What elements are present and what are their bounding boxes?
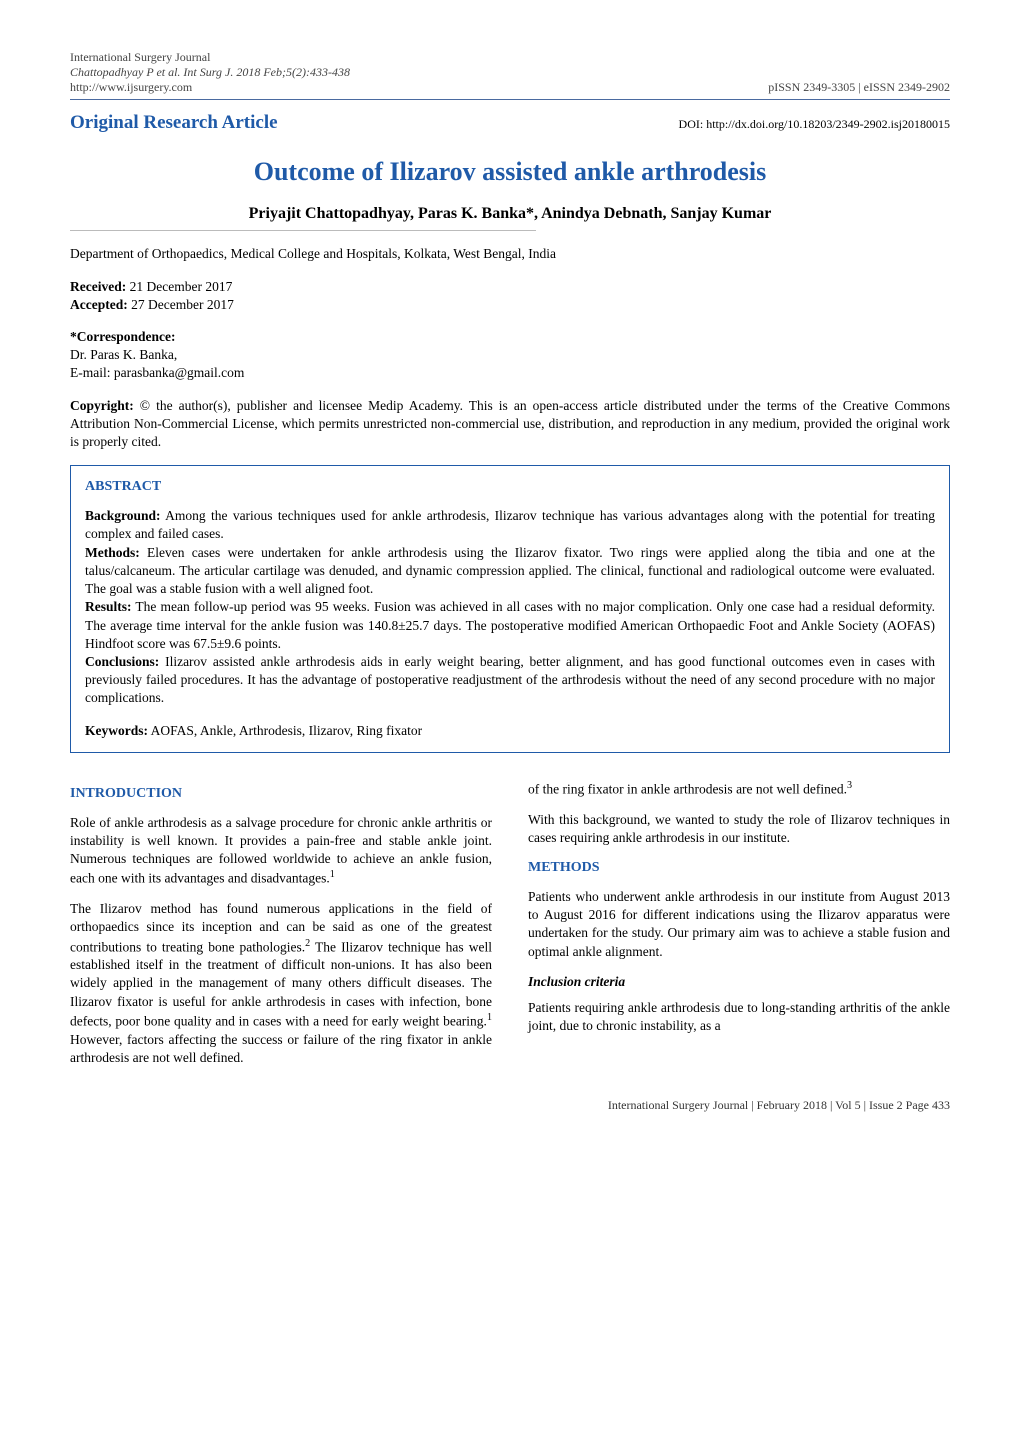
affiliation: Department of Orthopaedics, Medical Coll… <box>70 245 950 263</box>
abstract-conclusions: Conclusions: Ilizarov assisted ankle art… <box>85 653 935 708</box>
doi: DOI: http://dx.doi.org/10.18203/2349-290… <box>679 116 950 132</box>
methods-p2: Patients requiring ankle arthrodesis due… <box>528 999 950 1035</box>
keywords: Keywords: AOFAS, Ankle, Arthrodesis, Ili… <box>85 722 935 740</box>
right-column: of the ring fixator in ankle arthrodesis… <box>528 779 950 1067</box>
correspondence-block: *Correspondence: Dr. Paras K. Banka, E-m… <box>70 328 950 383</box>
intro-p1: Role of ankle arthrodesis as a salvage p… <box>70 814 492 888</box>
intro-p2: The Ilizarov method has found numerous a… <box>70 900 492 1067</box>
methods-heading: METHODS <box>528 859 950 878</box>
copyright-label: Copyright: <box>70 398 134 413</box>
header-rule <box>70 99 950 100</box>
abstract-results-text: The mean follow-up period was 95 weeks. … <box>85 599 935 650</box>
type-doi-row: Original Research Article DOI: http://dx… <box>70 110 950 136</box>
ref-3: 3 <box>847 780 852 791</box>
intro-p3: With this background, we wanted to study… <box>528 811 950 847</box>
abstract-box: ABSTRACT Background: Among the various t… <box>70 465 950 753</box>
inclusion-heading: Inclusion criteria <box>528 973 950 991</box>
article-title: Outcome of Ilizarov assisted ankle arthr… <box>70 154 950 189</box>
abstract-methods-text: Eleven cases were undertaken for ankle a… <box>85 545 935 596</box>
header-right: pISSN 2349-3305 | eISSN 2349-2902 <box>768 79 950 95</box>
issn: pISSN 2349-3305 | eISSN 2349-2902 <box>768 80 950 94</box>
date-accepted: Accepted: 27 December 2017 <box>70 296 950 314</box>
abstract-results: Results: The mean follow-up period was 9… <box>85 598 935 653</box>
accepted-date: 27 December 2017 <box>128 297 234 312</box>
journal-website: http://www.ijsurgery.com <box>70 80 350 95</box>
methods-p1: Patients who underwent ankle arthrodesis… <box>528 888 950 961</box>
correspondence-email: E-mail: parasbanka@gmail.com <box>70 364 950 382</box>
keywords-label: Keywords: <box>85 723 148 738</box>
date-received: Received: 21 December 2017 <box>70 278 950 296</box>
citation: Chattopadhyay P et al. Int Surg J. 2018 … <box>70 65 350 80</box>
abstract-methods: Methods: Eleven cases were undertaken fo… <box>85 544 935 599</box>
page-header: International Surgery Journal Chattopadh… <box>70 50 950 95</box>
abstract-background: Background: Among the various techniques… <box>85 507 935 543</box>
abstract-conclusions-text: Ilizarov assisted ankle arthrodesis aids… <box>85 654 935 705</box>
correspondence-label: *Correspondence: <box>70 329 176 344</box>
abstract-background-text: Among the various techniques used for an… <box>85 508 935 541</box>
page-footer: International Surgery Journal | February… <box>70 1097 950 1113</box>
intro-heading: INTRODUCTION <box>70 785 492 804</box>
received-date: 21 December 2017 <box>126 279 232 294</box>
copyright: Copyright: © the author(s), publisher an… <box>70 397 950 452</box>
copyright-text: © the author(s), publisher and licensee … <box>70 398 950 449</box>
left-column: INTRODUCTION Role of ankle arthrodesis a… <box>70 779 492 1067</box>
ref-1: 1 <box>330 869 335 880</box>
header-left: International Surgery Journal Chattopadh… <box>70 50 350 95</box>
correspondence-name: Dr. Paras K. Banka, <box>70 346 950 364</box>
journal-name: International Surgery Journal <box>70 50 350 65</box>
abstract-results-label: Results: <box>85 599 132 614</box>
abstract-background-label: Background: <box>85 508 161 523</box>
abstract-methods-label: Methods: <box>85 545 140 560</box>
keywords-text: AOFAS, Ankle, Arthrodesis, Ilizarov, Rin… <box>148 723 422 738</box>
received-label: Received: <box>70 279 126 294</box>
article-type: Original Research Article <box>70 110 278 136</box>
ref-1b: 1 <box>487 1012 492 1023</box>
abstract-heading: ABSTRACT <box>85 478 935 497</box>
accepted-label: Accepted: <box>70 297 128 312</box>
abstract-conclusions-label: Conclusions: <box>85 654 159 669</box>
intro-p2-cont: of the ring fixator in ankle arthrodesis… <box>528 779 950 799</box>
authors: Priyajit Chattopadhyay, Paras K. Banka*,… <box>70 203 950 225</box>
body-columns: INTRODUCTION Role of ankle arthrodesis a… <box>70 779 950 1067</box>
author-rule <box>70 230 536 231</box>
dates-block: Received: 21 December 2017 Accepted: 27 … <box>70 278 950 314</box>
